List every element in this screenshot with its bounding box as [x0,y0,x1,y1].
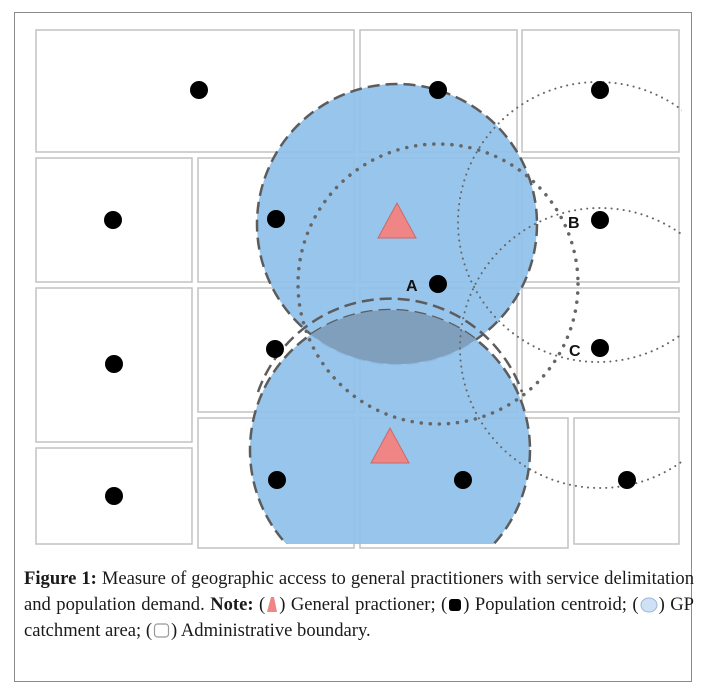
boundary-region [35,287,193,443]
dot-icon [449,599,462,611]
caption-text: Measure of geographic access to general … [24,568,694,615]
population-centroid [618,471,636,489]
legend-catchment-text: GP catchment area; [24,594,694,641]
general-practitioner-marker [377,201,417,239]
population-centroid [105,355,123,373]
boundary-region [573,417,680,545]
population-centroids [104,81,636,505]
boundary-region [521,287,680,413]
boundary-region [521,29,680,153]
catchment-overlap-edge [256,297,524,393]
population-centroid [266,340,284,358]
access-diagram: A B C [35,29,682,549]
population-centroid [104,211,122,229]
population-centroid [454,471,472,489]
population-centroid [268,471,286,489]
triangle-icon [267,597,278,612]
note-label: Note: [210,594,254,615]
legend-boundary-text: Administrative boundary. [180,620,371,641]
population-centroid [190,81,208,99]
point-label-b: B [568,215,580,232]
figure-label: Figure 1: [24,568,97,589]
point-label-a: A [406,278,418,295]
square-icon [153,623,170,638]
figure-caption: Figure 1: Measure of geographic access t… [24,568,694,641]
general-practitioner-marker [370,426,410,464]
population-centroid [429,81,447,99]
demand-area-a [296,142,580,426]
circle-icon [640,597,658,613]
legend-gp-text: General practioner; [290,594,436,615]
boundary-region [35,157,193,283]
population-centroid [105,487,123,505]
population-centroid [591,211,609,229]
point-label-c: C [569,343,581,360]
population-centroid [429,275,447,293]
boundary-region [35,447,193,545]
population-centroid [267,210,285,228]
demand-area-c [459,207,682,489]
legend-centroid-text: Population centroid; [474,594,627,615]
population-centroid [591,81,609,99]
population-centroid [591,339,609,357]
